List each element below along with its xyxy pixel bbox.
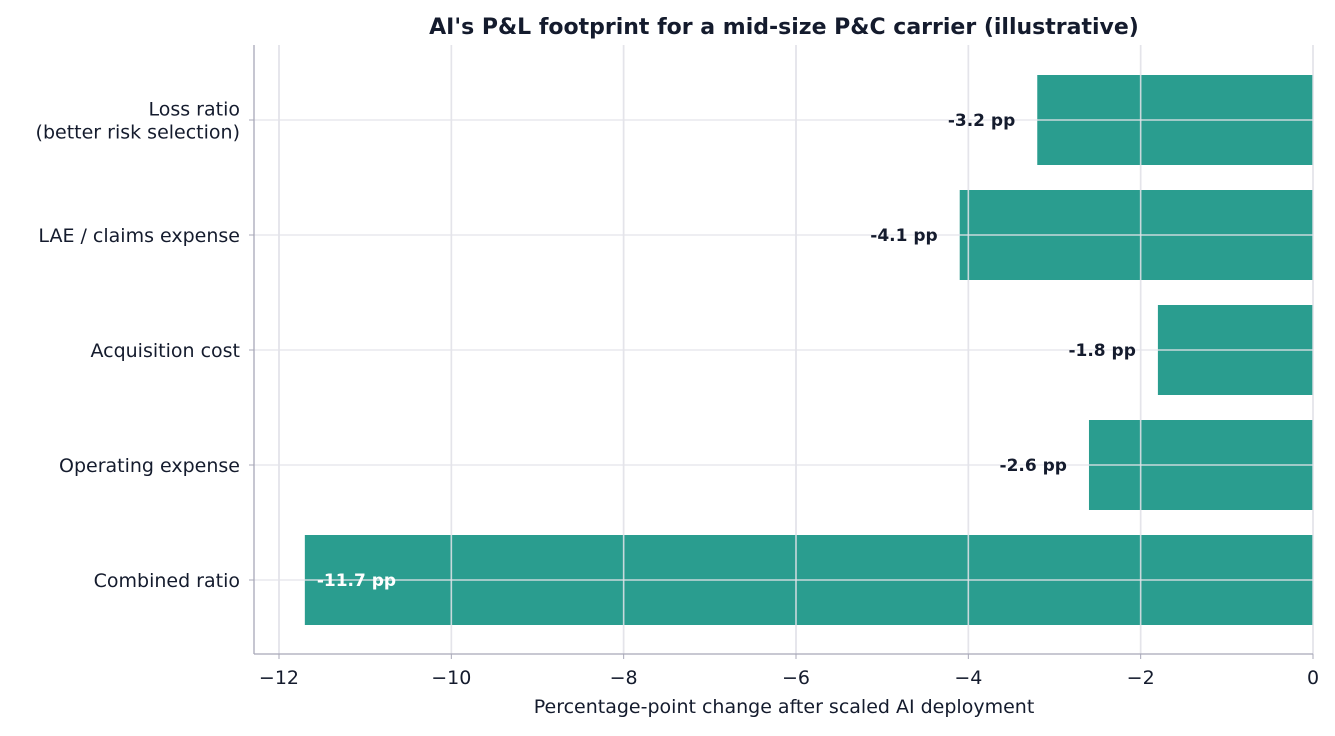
x-tick-label: −10 (431, 667, 471, 689)
y-tick-label: Combined ratio (94, 570, 240, 592)
data-label: -1.8 pp (1068, 341, 1135, 361)
y-tick-label: Operating expense (59, 455, 240, 477)
data-label: -4.1 pp (870, 226, 937, 246)
x-tick-label: −6 (782, 667, 810, 689)
x-tick-labels: −12 −10 −8 −6 −4 −2 0 (259, 654, 1319, 689)
y-tick-label: LAE / claims expense (38, 225, 240, 247)
y-tick-label: Acquisition cost (90, 340, 240, 362)
y-tick-labels: Loss ratio (better risk selection) LAE / c… (36, 99, 254, 592)
data-labels: -3.2 pp -4.1 pp -1.8 pp -2.6 pp -11.7 pp (317, 111, 1136, 591)
x-tick-label: 0 (1307, 667, 1319, 689)
y-tick-label: Loss ratio (better risk selection) (36, 99, 240, 144)
data-label: -11.7 pp (317, 571, 396, 591)
chart-title: AI's P&L footprint for a mid-size P&C ca… (429, 15, 1139, 40)
x-tick-label: −4 (954, 667, 982, 689)
x-tick-label: −2 (1127, 667, 1155, 689)
x-tick-label: −12 (259, 667, 299, 689)
x-axis-label: Percentage-point change after scaled AI … (534, 696, 1035, 718)
data-label: -3.2 pp (948, 111, 1015, 131)
x-tick-label: −8 (610, 667, 638, 689)
grid-horizontal (254, 45, 1314, 654)
data-label: -2.6 pp (1000, 456, 1067, 476)
